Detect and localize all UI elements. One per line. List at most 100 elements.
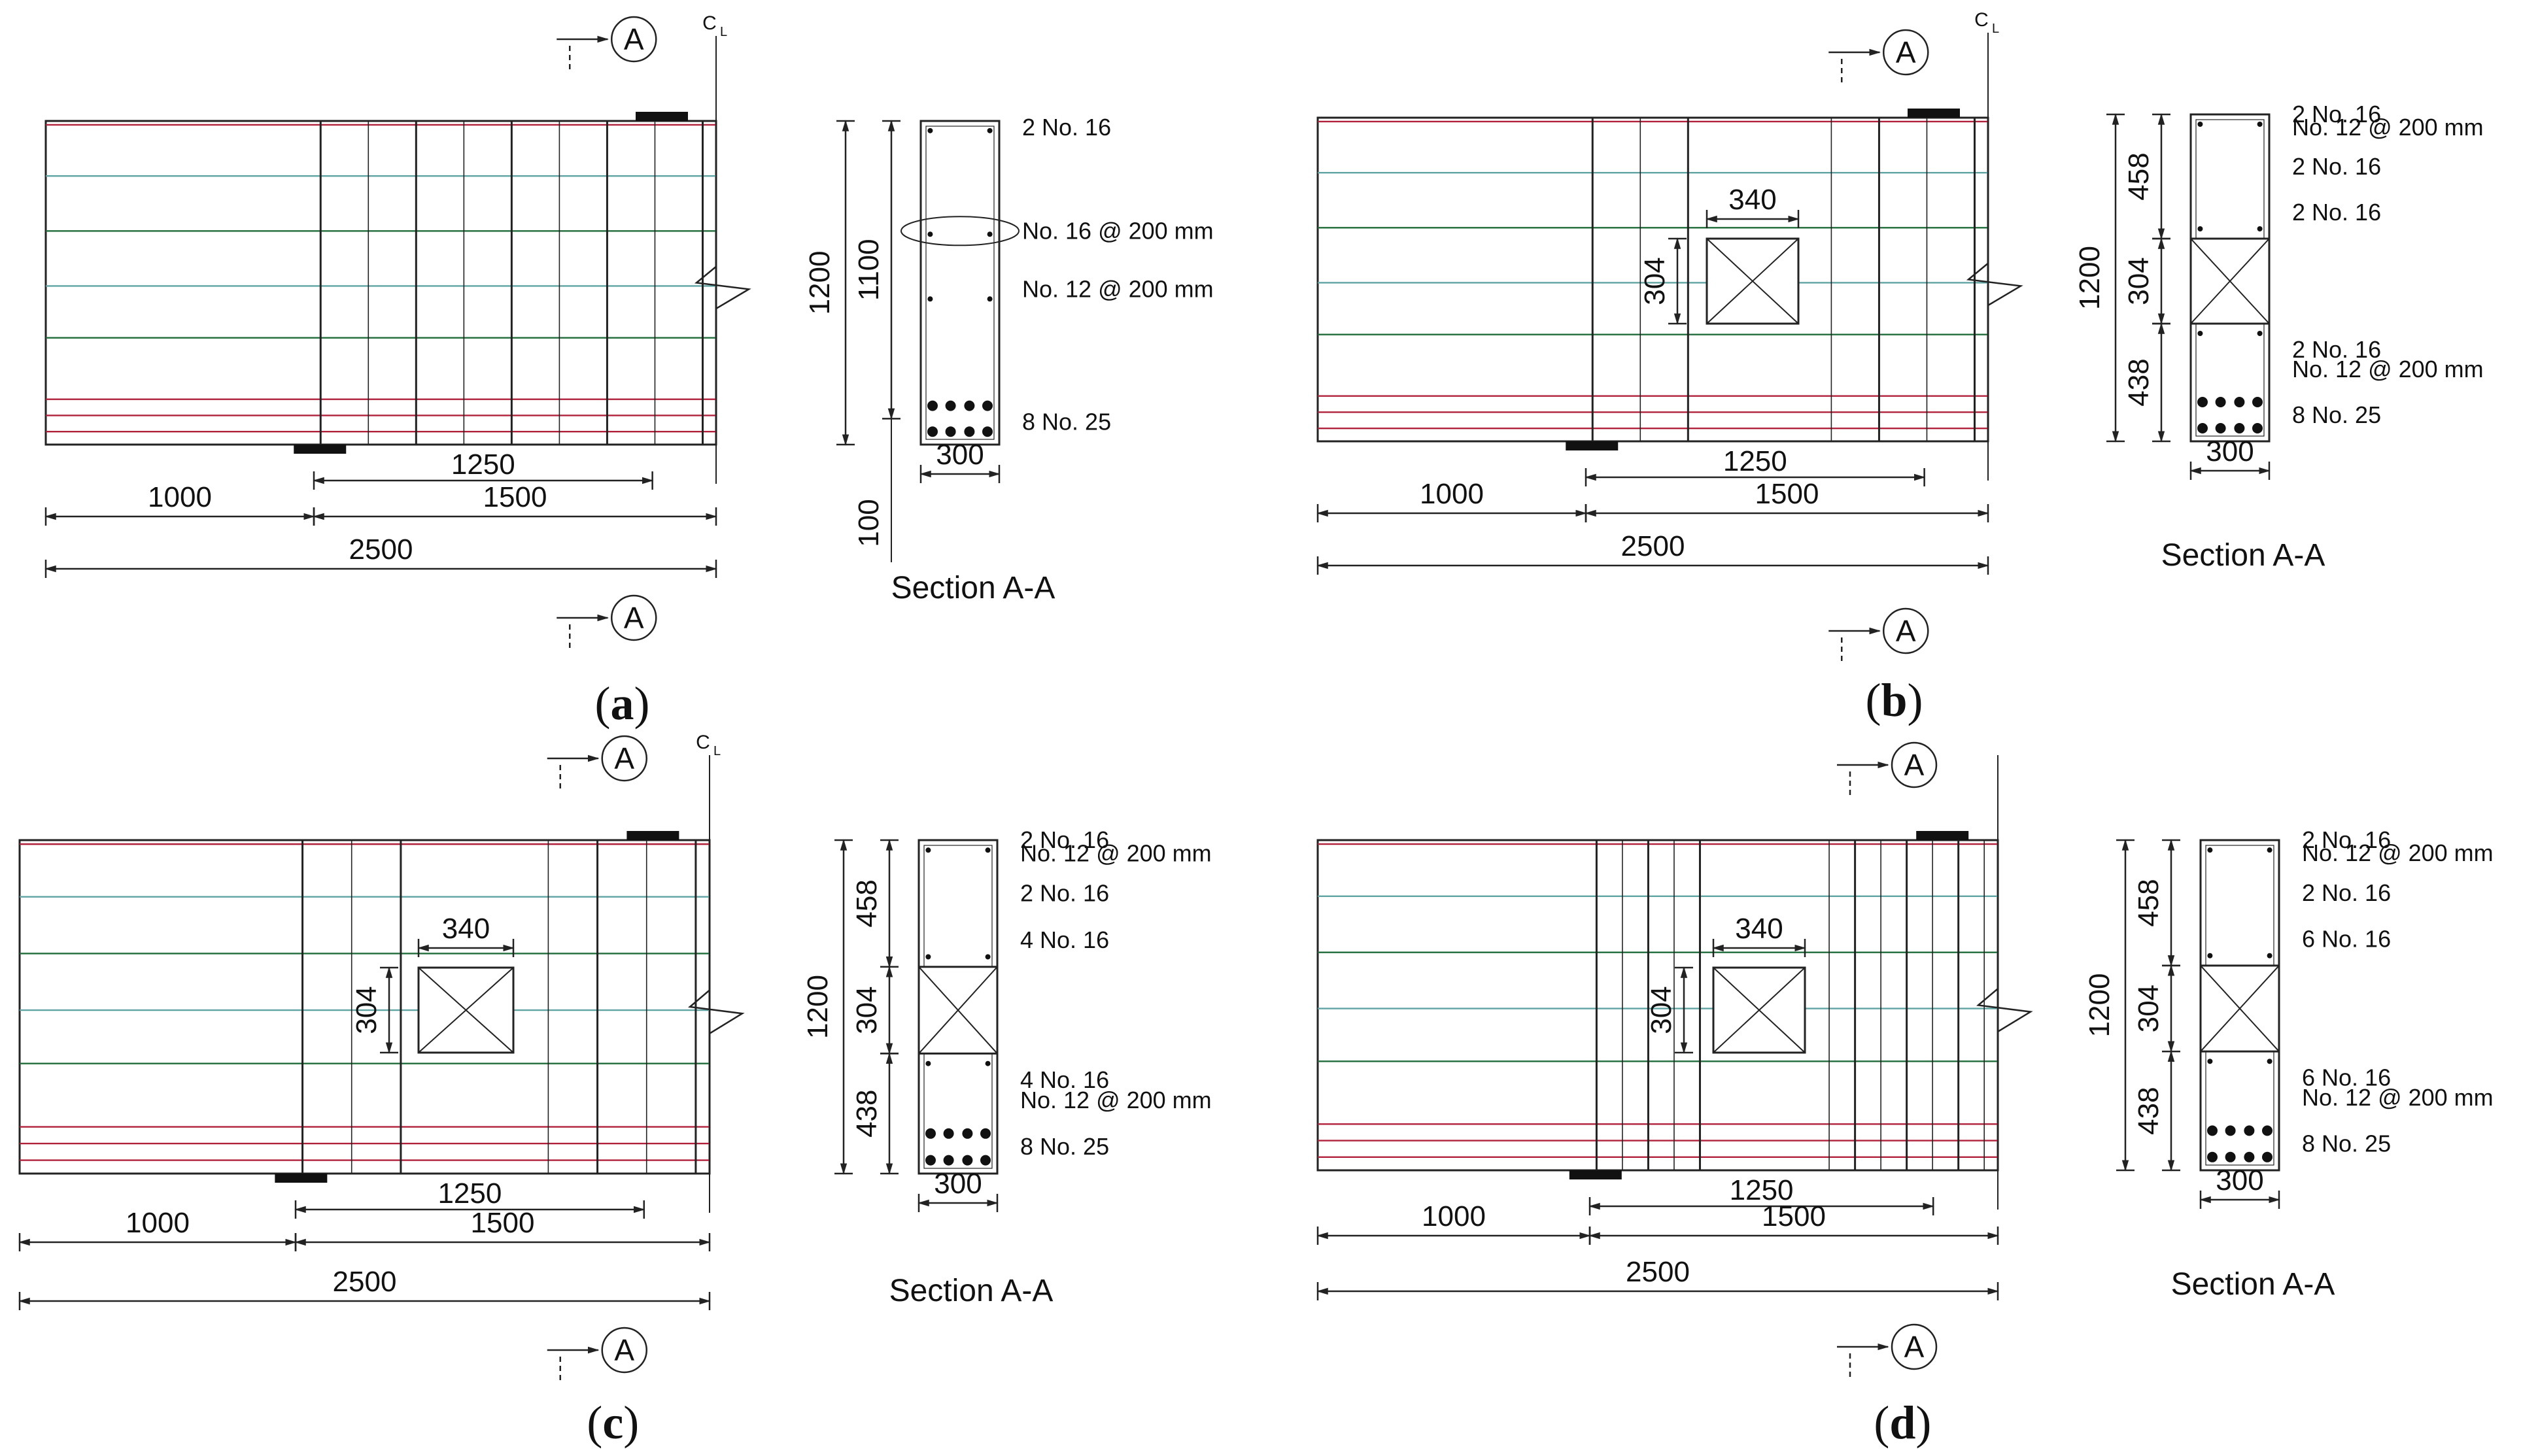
bar-highlight-ellipse	[900, 216, 1020, 246]
bar-label: No. 12 @ 200 mm	[2302, 839, 2494, 866]
main-bar-dot	[962, 1155, 973, 1166]
section-opening-cross	[2190, 238, 2270, 324]
bar-label: 8 No. 25	[2302, 1130, 2391, 1157]
section-marker-circle	[1891, 1323, 1938, 1370]
bar-dot	[987, 127, 993, 133]
main-bar-dot	[2207, 1125, 2218, 1136]
bar-dot	[2197, 122, 2203, 127]
opening-width-dim-label: 340	[1735, 913, 1783, 945]
bar-dot	[987, 231, 993, 237]
main-bar-dot	[2244, 1151, 2255, 1162]
panel-c: 340 304 C L A A 1250 1000 1500 2500 300 1200 458 304 4…	[18, 732, 1212, 1449]
break-line	[1966, 262, 2023, 307]
opening-depth-dim-label: 304	[2133, 985, 2165, 1032]
bar-label: No. 12 @ 200 mm	[1020, 1087, 1212, 1113]
main-bar-dot	[964, 400, 975, 411]
support-plate	[1566, 441, 1619, 450]
section-width-dim-label: 300	[936, 439, 984, 471]
bar-label: 2 No. 16	[2292, 153, 2381, 180]
section-marker-letter: A	[624, 22, 644, 56]
section-marker-letter: A	[1904, 1330, 1925, 1364]
main-bar-dot	[2234, 423, 2245, 433]
section-height-dim-label: 1200	[802, 975, 834, 1039]
bar-label: 2 No. 16	[2302, 826, 2391, 853]
panel-caption: (a)	[595, 677, 650, 730]
bar-dot	[927, 231, 933, 237]
bar-label: 2 No. 16	[2302, 879, 2391, 906]
section-title: Section A-A	[891, 571, 1055, 605]
opening-height-dim-label: 304	[1645, 986, 1677, 1034]
loading-plate	[1916, 831, 1969, 840]
centerline-label: C	[696, 732, 710, 753]
section-opening-cross	[2200, 965, 2280, 1052]
main-bar-dot	[980, 1155, 991, 1166]
main-bar-dot	[2215, 397, 2226, 407]
bar-label: No. 12 @ 200 mm	[1022, 275, 1214, 302]
bar-label: 2 No. 16	[1020, 880, 1109, 907]
bar-dot	[2197, 226, 2203, 231]
opening-height-dim-label: 304	[351, 986, 383, 1034]
break-line	[688, 989, 745, 1034]
bar-label: 8 No. 25	[1020, 1133, 1109, 1160]
section-marker-circle	[601, 735, 647, 782]
beam-elevation: 340 304 C L	[18, 732, 745, 1213]
loading-plate	[626, 831, 679, 840]
bar-dot	[985, 954, 991, 960]
bar-dot	[925, 954, 931, 960]
opening-depth-dim-label: 304	[2123, 257, 2155, 305]
centerline-subscript: L	[720, 25, 727, 39]
bar-dot	[2267, 953, 2272, 958]
main-bar-dot	[945, 400, 956, 411]
bar-dot	[987, 296, 993, 302]
shear-zone-dim-label: 1500	[483, 481, 547, 513]
bar-label: 6 No. 16	[2302, 926, 2391, 953]
stirrup-zone-dim-label: 1250	[1730, 1174, 1794, 1206]
bar-dot	[927, 296, 933, 302]
break-line	[1976, 988, 2033, 1032]
bar-dot	[985, 847, 991, 853]
stirrup-outline	[925, 126, 995, 440]
main-bar-dot	[962, 1128, 973, 1139]
opening-height-dim-label: 304	[1639, 257, 1671, 305]
cover-dim-label: 100	[853, 499, 885, 547]
span-dim-label: 2500	[349, 533, 413, 566]
section-height-dim-label: 1200	[2074, 246, 2106, 310]
panel-d: 340 304 A A 1250 1000 1500 2500 300 1200 458 304 438…	[1316, 741, 2494, 1449]
bar-dot	[2267, 847, 2272, 853]
bar-label: 2 No. 16	[1022, 114, 1111, 141]
bar-label: 2 No. 16	[2292, 336, 2381, 363]
span-dim-label: 2500	[1621, 530, 1685, 562]
opening-cross	[1706, 238, 1799, 324]
bar-dot	[927, 127, 933, 133]
support-plate	[1569, 1170, 1622, 1179]
section-marker-circle	[601, 1327, 647, 1374]
section-height-dim-label: 1200	[804, 251, 836, 315]
effective-depth-dim-label: 1100	[853, 239, 885, 301]
section-outline	[919, 120, 1001, 446]
bar-label: No. 12 @ 200 mm	[1020, 839, 1212, 866]
opening-width-dim-label: 340	[442, 913, 490, 945]
bar-label: No. 12 @ 200 mm	[2292, 356, 2484, 382]
bar-label: No. 12 @ 200 mm	[2302, 1084, 2494, 1111]
bar-dot	[2207, 1058, 2213, 1064]
loading-plate	[636, 112, 688, 121]
main-bar-dot	[2252, 397, 2263, 407]
shear-zone-dim-label: 1500	[1755, 478, 1819, 510]
loading-plate	[1908, 109, 1960, 118]
centerline-subscript: L	[1992, 22, 1999, 36]
section-marker-circle	[1883, 29, 1929, 76]
bar-label: 2 No. 16	[1020, 826, 1109, 853]
section-marker-circle	[611, 16, 657, 63]
main-bar-dot	[2197, 423, 2208, 433]
main-bar-dot	[980, 1128, 991, 1139]
bar-label: 8 No. 25	[1022, 408, 1111, 435]
section-cut-marker: A	[1828, 607, 1929, 664]
main-bar-dot	[2225, 1151, 2236, 1162]
main-bar-dot	[925, 1155, 936, 1166]
shear-zone-dim-label: 1500	[471, 1207, 535, 1239]
centerline-label: C	[702, 12, 717, 34]
bar-label: No. 12 @ 200 mm	[2292, 114, 2484, 141]
